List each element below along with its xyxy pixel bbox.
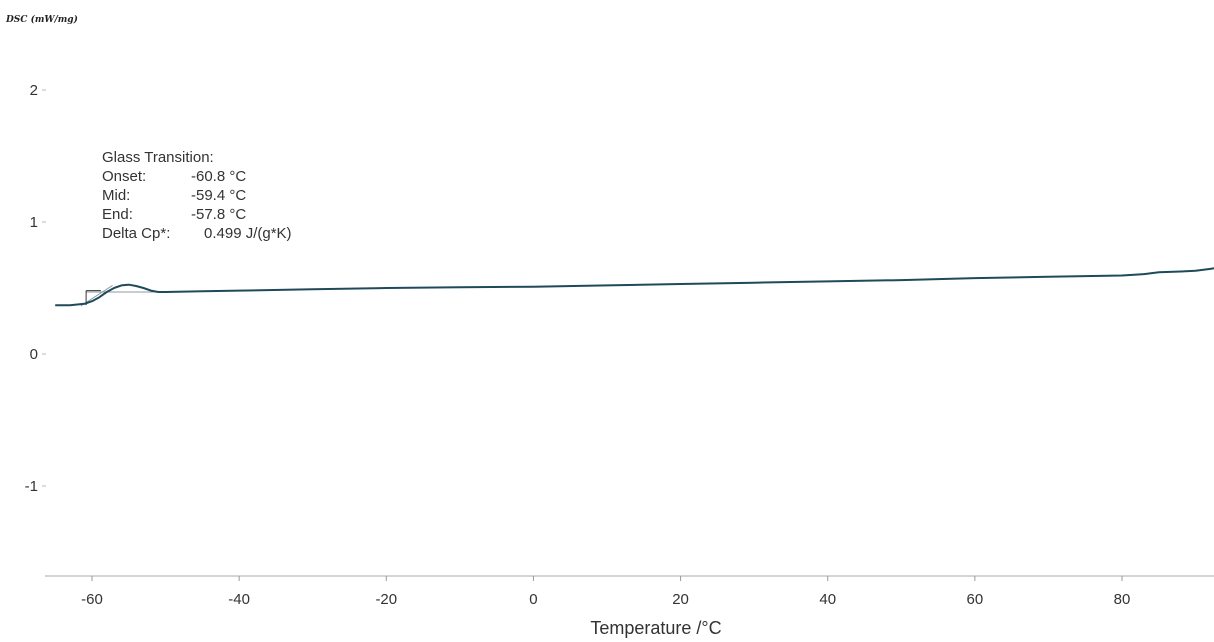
y-tick-label: -1 [25,478,38,495]
annotation-deltacp-label: Delta Cp*: [102,225,170,242]
annotation-mid-value: -59.4 °C [191,187,246,204]
x-tick-label: 60 [967,591,984,608]
y-axis-ticks: 2 1 0 -1 [25,82,46,495]
y-axis-label: DSC (mW/mg) [5,14,78,25]
x-tick-label: 20 [672,591,689,608]
annotation-mid-label: Mid: [102,187,130,204]
x-axis-ticks: -60 -40 -20 0 20 40 60 80 [81,576,1130,608]
x-tick-label: 0 [529,591,537,608]
annotation-end-value: -57.8 °C [191,206,246,223]
x-tick-label: -40 [228,591,250,608]
x-tick-label: -60 [81,591,103,608]
y-tick-label: 2 [30,82,38,99]
annotation-onset-value: -60.8 °C [191,168,246,185]
glass-transition-construction [80,284,181,307]
y-tick-label: 1 [30,214,38,231]
annotation-end-label: End: [102,206,133,223]
glass-transition-annotation: Glass Transition: Onset: -60.8 °C Mid: -… [102,149,292,242]
dsc-curve [55,267,1214,307]
annotation-onset-label: Onset: [102,168,146,185]
annotation-title: Glass Transition: [102,149,214,166]
x-tick-label: 80 [1114,591,1131,608]
x-tick-label: 40 [819,591,836,608]
annotation-deltacp-value: 0.499 J/(g*K) [204,225,292,242]
x-tick-label: -20 [375,591,397,608]
series-group [55,267,1214,307]
x-axis-label: Temperature /°C [590,618,721,638]
y-tick-label: 0 [30,346,38,363]
